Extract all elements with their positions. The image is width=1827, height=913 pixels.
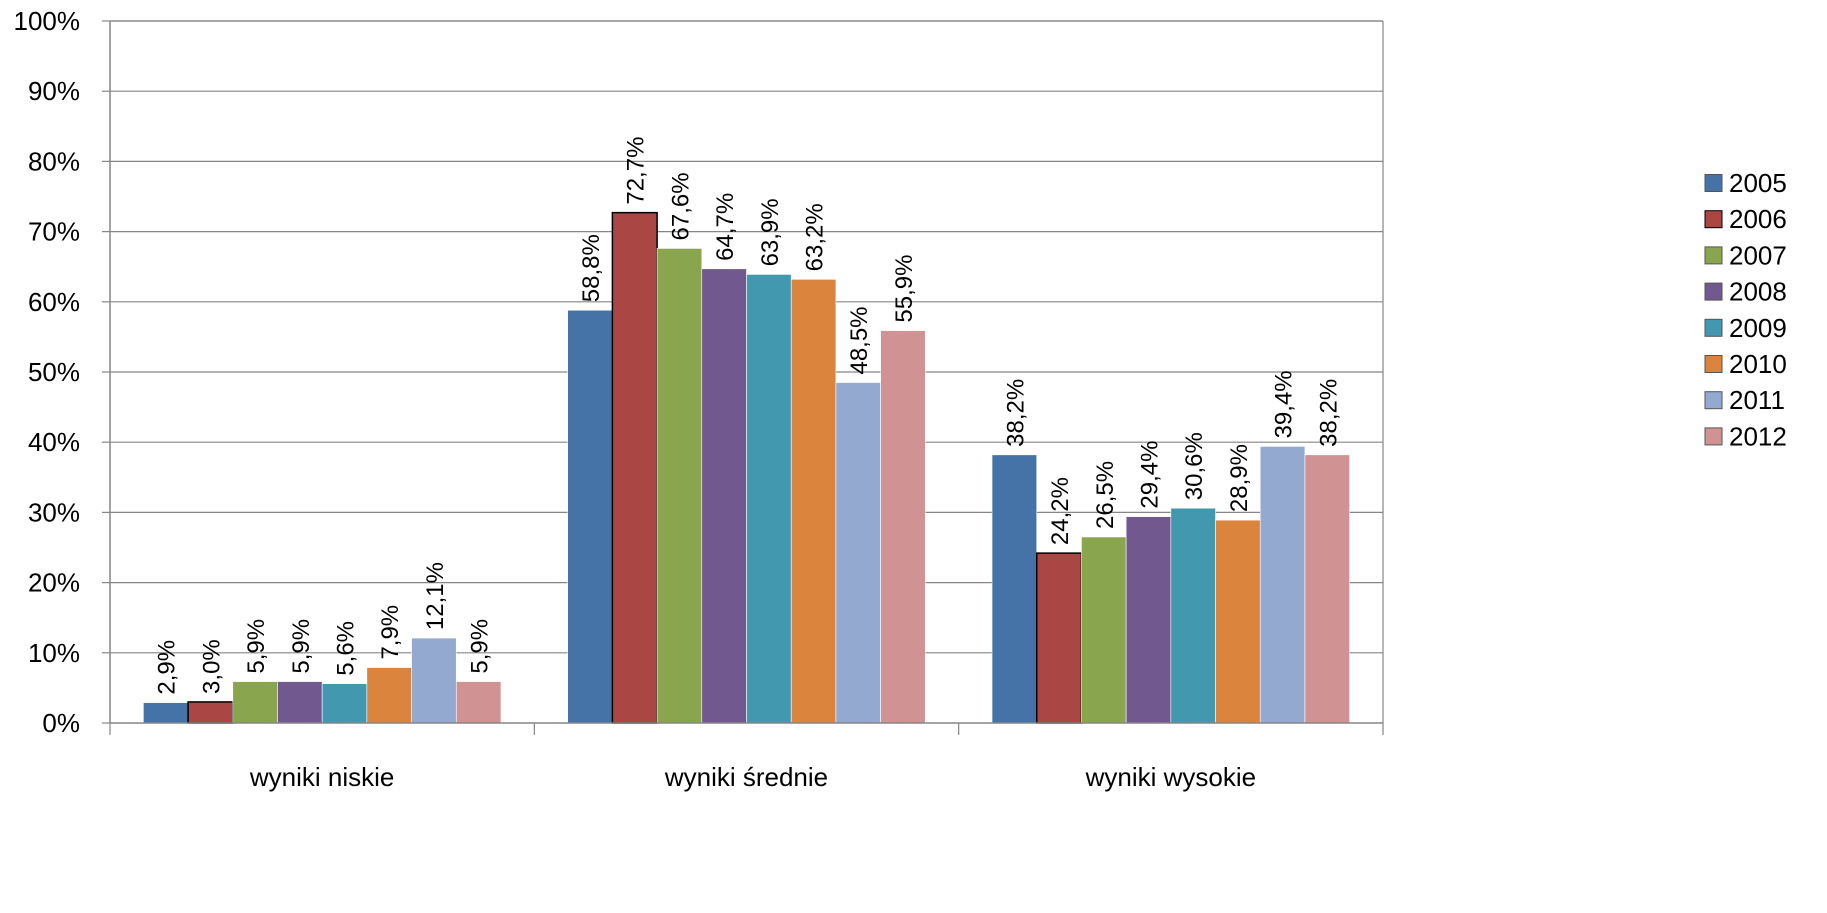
data-label-2008-0: 5,9% [288, 619, 315, 674]
data-labels: 2,9% 58,8% 38,2% 3,0% 72,7% 24,2% 5,9% 67,6% 26,… [154, 137, 1343, 695]
bar-2011-2 [1259, 446, 1306, 724]
legend-swatch-2007 [1704, 246, 1723, 265]
data-label-2007-2: 26,5% [1092, 461, 1119, 529]
bar-2008-2 [1125, 516, 1172, 724]
legend-swatch-2008 [1704, 282, 1723, 301]
legend-label-2006: 2006 [1729, 204, 1787, 234]
bar-2012-0 [455, 681, 502, 724]
legend-label-2005: 2005 [1729, 168, 1787, 198]
legend-swatch-2012 [1704, 427, 1723, 446]
bar-2006-0 [187, 701, 234, 724]
data-label-2007-0: 5,9% [243, 619, 270, 674]
bar-2005-0 [143, 702, 189, 724]
y-tick-label: 70% [28, 217, 80, 247]
y-tick-label: 90% [28, 76, 80, 106]
bar-2006-2 [1035, 552, 1083, 724]
data-label-2012-0: 5,9% [467, 619, 494, 674]
legend-label-2011: 2011 [1729, 385, 1785, 415]
data-label-2007-1: 67,6% [667, 172, 694, 240]
bar-2005-1 [567, 309, 613, 724]
bar-2005-2 [991, 454, 1038, 724]
legend-label-2009: 2009 [1729, 313, 1787, 343]
data-label-2005-1: 58,8% [578, 234, 605, 302]
y-tick-label: 100% [14, 6, 81, 36]
data-label-2012-1: 55,9% [891, 255, 918, 323]
bar-2008-0 [277, 681, 323, 724]
legend-swatch-2009 [1704, 318, 1723, 337]
legend-swatch-2006 [1704, 210, 1723, 229]
legend-swatch-2005 [1704, 174, 1723, 192]
data-label-2009-0: 5,6% [333, 621, 360, 676]
category-label: wyniki niskie [249, 762, 395, 792]
data-label-2011-2: 39,4% [1271, 370, 1298, 438]
bar-2009-2 [1170, 507, 1216, 724]
data-label-2010-0: 7,9% [377, 605, 404, 660]
y-tick-label: 50% [28, 357, 80, 387]
data-label-2006-1: 72,7% [623, 137, 650, 205]
y-tick-label: 40% [28, 427, 80, 457]
y-tick-label: 10% [28, 638, 80, 668]
data-label-2011-0: 12,1% [422, 562, 449, 630]
category-label: wyniki wysokie [1085, 762, 1257, 792]
data-label-2012-2: 38,2% [1315, 379, 1342, 447]
legend-swatch-2010 [1704, 355, 1723, 373]
data-label-2008-2: 29,4% [1136, 441, 1163, 509]
data-label-2005-0: 2,9% [154, 640, 181, 695]
category-labels: wyniki niskie wyniki średnie wyniki wysoki… [249, 762, 1256, 792]
y-tick-label: 20% [28, 568, 80, 598]
bar-2010-0 [366, 667, 412, 724]
bar-2007-2 [1081, 536, 1127, 724]
bar-2009-0 [321, 683, 368, 724]
bar-2012-2 [1304, 454, 1350, 724]
data-label-2011-1: 48,5% [846, 306, 873, 374]
data-label-2006-2: 24,2% [1047, 477, 1074, 545]
data-label-2009-2: 30,6% [1181, 432, 1208, 500]
data-label-2010-2: 28,9% [1226, 444, 1253, 512]
bars [143, 211, 1350, 724]
bar-2009-1 [746, 274, 792, 724]
legend-label-2010: 2010 [1729, 349, 1787, 379]
legend-label-2012: 2012 [1729, 421, 1787, 451]
bar-2006-1 [611, 211, 658, 724]
legend-label-2008: 2008 [1729, 277, 1787, 307]
bar-2007-1 [656, 248, 703, 724]
y-axis-ticks: 0% 10% 20% 30% 40% 50% 60% 70% 80% 90% 100% [14, 6, 110, 738]
bar-2007-0 [232, 681, 278, 724]
bar-2008-1 [701, 268, 747, 724]
legend: 2005 2006 2007 2008 2009 2010 2011 2012 [1704, 168, 1787, 451]
bar-2011-1 [835, 382, 881, 724]
bar-2012-1 [880, 330, 926, 724]
y-tick-label: 0% [42, 708, 80, 738]
y-tick-label: 60% [28, 287, 80, 317]
y-tick-label: 80% [28, 146, 80, 176]
category-label: wyniki średnie [664, 762, 828, 792]
data-label-2006-0: 3,0% [198, 639, 225, 694]
data-label-2010-1: 63,2% [802, 203, 829, 271]
data-label-2008-1: 64,7% [712, 193, 739, 261]
bar-2010-2 [1215, 519, 1261, 724]
y-tick-label: 30% [28, 497, 80, 527]
bar-2011-0 [411, 637, 457, 724]
data-label-2005-2: 38,2% [1002, 379, 1029, 447]
legend-swatch-2011 [1704, 391, 1723, 410]
legend-label-2007: 2007 [1729, 240, 1787, 270]
axes [109, 20, 1384, 735]
data-label-2009-1: 63,9% [757, 198, 784, 266]
bar-2010-1 [790, 279, 837, 724]
